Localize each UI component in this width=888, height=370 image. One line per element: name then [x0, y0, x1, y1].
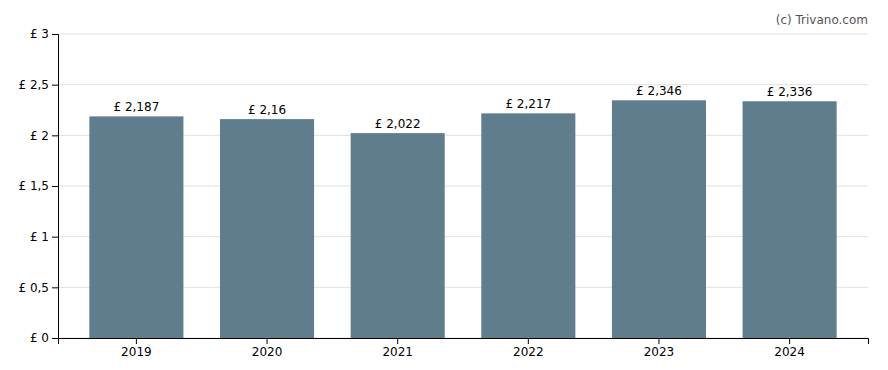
bar — [351, 133, 445, 338]
tick: 2023 — [644, 338, 675, 359]
tick-label: £ 3 — [30, 27, 49, 41]
tick-mark — [52, 85, 58, 86]
tick-mark — [136, 338, 137, 344]
plot: £ 2,187 £ 2,16 £ 2,022 £ 2,217 £ 2,346 £ 2,33… — [18, 27, 868, 358]
grid-line — [58, 34, 868, 35]
tick-mark — [52, 287, 58, 288]
tick: 2024 — [774, 338, 805, 359]
annotations: (c) Trivano.com — [776, 13, 868, 27]
tick-mark — [52, 34, 58, 35]
bar — [89, 116, 183, 338]
tick: £ 0 — [30, 331, 58, 345]
data-label: £ 2,16 — [248, 103, 286, 117]
bar — [612, 100, 706, 338]
data-label: £ 2,346 — [636, 84, 682, 98]
tick-mark — [789, 338, 790, 344]
bar — [220, 119, 314, 338]
tick-mark — [52, 186, 58, 187]
tick-mark — [658, 338, 659, 344]
y-axis: £ 0 £ 0,5 £ 1 £ 1,5 £ 2 £ 2,5 £ 3 — [18, 27, 58, 345]
data-label: £ 2,217 — [505, 97, 551, 111]
bar — [743, 101, 837, 338]
tick: £ 2,5 — [18, 78, 58, 92]
tick: 2022 — [513, 338, 544, 359]
tick: £ 3 — [30, 27, 58, 41]
tick-label: 2022 — [513, 345, 544, 359]
tick-mark — [52, 135, 58, 136]
tick: £ 1,5 — [18, 179, 58, 193]
data-label: £ 2,022 — [375, 117, 421, 131]
data-label: £ 2,187 — [113, 100, 159, 114]
x-axis: 2019 2020 2021 2022 2023 2024 — [59, 338, 869, 359]
data-label: £ 2,336 — [767, 85, 813, 99]
tick-label: £ 2 — [30, 129, 49, 143]
grid-line — [58, 84, 868, 85]
tick-label: £ 2,5 — [18, 78, 49, 92]
tick: 2019 — [121, 338, 152, 359]
tick: 2021 — [382, 338, 413, 359]
data-labels: £ 2,187 £ 2,16 £ 2,022 £ 2,217 £ 2,346 £ 2,33… — [113, 84, 812, 131]
tick-label: £ 1 — [30, 230, 49, 244]
tick-label: 2023 — [644, 345, 675, 359]
tick-mark — [267, 338, 268, 344]
tick-label: £ 1,5 — [18, 179, 49, 193]
bars — [89, 100, 836, 338]
tick: £ 0,5 — [18, 281, 58, 295]
tick: 2020 — [252, 338, 283, 359]
tick-label: £ 0,5 — [18, 281, 49, 295]
axis-line — [52, 35, 59, 339]
tick-label: 2021 — [382, 345, 413, 359]
tick-mark — [52, 338, 58, 339]
chart: £ 2,187 £ 2,16 £ 2,022 £ 2,217 £ 2,346 £ 2,33… — [0, 0, 888, 370]
tick-mark — [397, 338, 398, 344]
tick-mark — [528, 338, 529, 344]
axis-line — [59, 339, 869, 345]
tick-label: 2019 — [121, 345, 152, 359]
tick: £ 2 — [30, 129, 58, 143]
bar — [481, 113, 575, 338]
tick-mark — [52, 237, 58, 238]
tick-label: 2024 — [774, 345, 805, 359]
watermark: (c) Trivano.com — [776, 13, 868, 27]
tick-label: 2020 — [252, 345, 283, 359]
grid — [58, 34, 868, 338]
tick: £ 1 — [30, 230, 58, 244]
tick-label: £ 0 — [30, 331, 49, 345]
